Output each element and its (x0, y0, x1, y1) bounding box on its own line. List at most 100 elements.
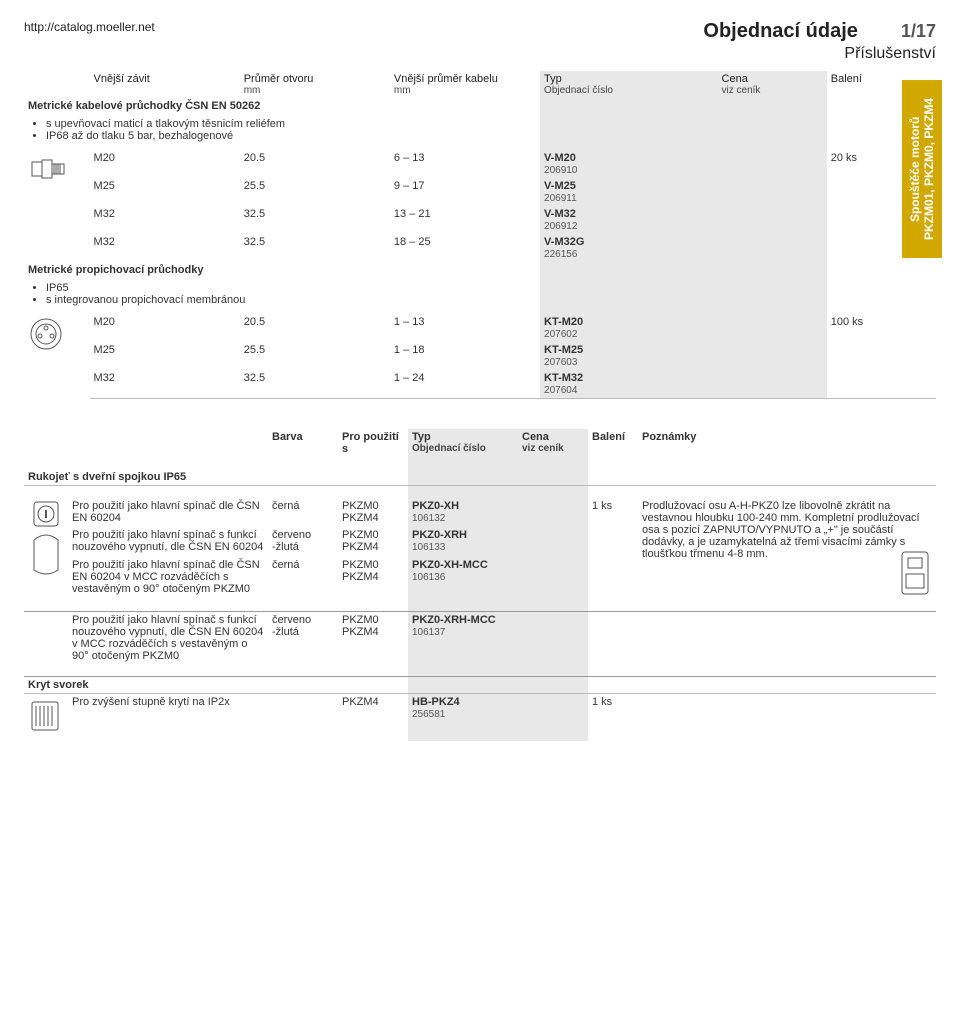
page-wrap: http://catalog.moeller.net Objednací úda… (24, 20, 936, 741)
header-right: Objednací údaje 1/17 Příslušenství (703, 20, 936, 63)
order-code: 207603 (544, 357, 577, 368)
order-code: 106136 (412, 572, 445, 583)
header-row: http://catalog.moeller.net Objednací úda… (24, 20, 936, 63)
door-handle-icon (28, 500, 64, 580)
order-code: 206912 (544, 221, 577, 232)
col-notes: Poznámky (638, 429, 936, 457)
type-code: PKZ0-XH-MCC (412, 559, 488, 571)
cell: M32 (90, 370, 240, 399)
order-code: 206910 (544, 165, 577, 176)
cell-desc: Pro použití jako hlavní spínač s funkcí … (68, 527, 268, 557)
cell-desc: Pro použití jako hlavní spínač dle ČSN E… (68, 557, 268, 600)
table-row: M25 25.5 1 – 18 KT-M25207603 (24, 342, 936, 370)
section-title-cover: Kryt svorek (24, 676, 408, 693)
type-code: HB-PKZ4 (412, 696, 460, 708)
table-row: Pro zvýšení stupně krytí na IP2x PKZM4 H… (24, 693, 936, 741)
order-code: 207604 (544, 385, 577, 396)
cell: 32.5 (240, 234, 390, 262)
type-code: V-M25 (544, 180, 576, 192)
list-item: s upevňovací maticí a tlakovým těsnicím … (46, 118, 536, 130)
col-pack: Balení (588, 429, 638, 457)
cell: M20 (90, 314, 240, 342)
cell: M32 (90, 234, 240, 262)
type-code: PKZ0-XH (412, 500, 459, 512)
cell: PKZM4 (342, 571, 379, 583)
order-code: 106132 (412, 513, 445, 524)
type-code: KT-M20 (544, 316, 583, 328)
cell: PKZM4 (342, 541, 379, 553)
cell: 20.5 (240, 314, 390, 342)
order-code: 256581 (412, 709, 445, 720)
handle-table: Barva Pro použití s Typ Objednací číslo … (24, 429, 936, 741)
cell: PKZM4 (342, 626, 379, 638)
section-title-membrane: Metrické propichovací průchodky (24, 262, 540, 278)
terminal-cover-icon (28, 696, 62, 736)
type-code: V-M20 (544, 152, 576, 164)
table-row: M32 32.5 18 – 25 V-M32G226156 (24, 234, 936, 262)
col-price: Cena (722, 73, 823, 85)
section-title-handle: Rukojeť s dveřní spojkou IP65 (24, 469, 408, 486)
cell: 100 ks (827, 314, 936, 342)
cell: černá (268, 557, 338, 600)
col-hole-unit: mm (244, 85, 386, 96)
list-item: IP68 až do tlaku 5 bar, bezhalogenové (46, 130, 536, 142)
table-row: M25 25.5 9 – 17 V-M25206911 (24, 178, 936, 206)
type-code: V-M32G (544, 236, 584, 248)
col-price: Cena (522, 431, 584, 443)
type-code: KT-M32 (544, 372, 583, 384)
cell: 1 – 13 (390, 314, 540, 342)
col-type: Typ (412, 431, 514, 443)
cell: 9 – 17 (390, 178, 540, 206)
page-title: Objednací údaje (703, 20, 857, 42)
order-code: 106137 (412, 627, 445, 638)
cell: 32.5 (240, 370, 390, 399)
cell: červeno -žlutá (268, 527, 338, 557)
cell: 1 ks (588, 498, 638, 528)
cell: 13 – 21 (390, 206, 540, 234)
cell: PKZM0 (342, 559, 379, 571)
type-code: V-M32 (544, 208, 576, 220)
membrane-gland-icon (28, 316, 64, 352)
cell: 32.5 (240, 206, 390, 234)
table-row: Pro použití jako hlavní spínač s funkcí … (24, 612, 936, 665)
cell: 18 – 25 (390, 234, 540, 262)
cell: 1 ks (588, 693, 638, 741)
cell: M32 (90, 206, 240, 234)
col-pack: Balení (827, 71, 936, 98)
col-color: Barva (268, 429, 338, 457)
membrane-bullets: IP65 s integrovanou propichovací membrán… (28, 282, 536, 306)
type-code: PKZ0-XRH-MCC (412, 614, 496, 626)
cell: 20 ks (827, 150, 936, 178)
catalog-url[interactable]: http://catalog.moeller.net (24, 20, 155, 34)
cell: PKZM4 (338, 693, 408, 741)
cell: 25.5 (240, 342, 390, 370)
table-row: Pro použití jako hlavní spínač dle ČSN E… (24, 498, 936, 528)
type-code: PKZ0-XRH (412, 529, 467, 541)
order-code: 106133 (412, 542, 445, 553)
table-row: M32 32.5 13 – 21 V-M32206912 (24, 206, 936, 234)
cell: M25 (90, 178, 240, 206)
order-code: 207602 (544, 329, 577, 340)
order-code: 206911 (544, 193, 577, 204)
cell: M25 (90, 342, 240, 370)
notes-text: Prodlužovací osu A-H-PKZ0 lze libovolně … (642, 500, 920, 560)
col-type: Typ (544, 73, 713, 85)
table-row: M32 32.5 1 – 24 KT-M32207604 (24, 370, 936, 399)
cell: PKZM4 (342, 512, 379, 524)
cell: černá (268, 498, 338, 528)
cell: červeno -žlutá (268, 612, 338, 665)
col-price-sub: viz ceník (522, 443, 584, 454)
col-cable: Vnější průměr kabelu (394, 73, 536, 85)
glands-table: Vnější závit Průměr otvoru mm Vnější prů… (24, 71, 936, 399)
cell-desc: Pro zvýšení stupně krytí na IP2x (68, 693, 268, 741)
list-item: s integrovanou propichovací membránou (46, 294, 536, 306)
cell-desc: Pro použití jako hlavní spínač dle ČSN E… (68, 498, 268, 528)
type-code: KT-M25 (544, 344, 583, 356)
cell: PKZM0 (342, 500, 379, 512)
cell: 6 – 13 (390, 150, 540, 178)
cell: M20 (90, 150, 240, 178)
col-use: Pro použití s (338, 429, 408, 457)
page-number: 1/17 (901, 21, 936, 41)
cell: PKZM0 (342, 614, 379, 626)
cable-gland-icon (28, 152, 68, 186)
